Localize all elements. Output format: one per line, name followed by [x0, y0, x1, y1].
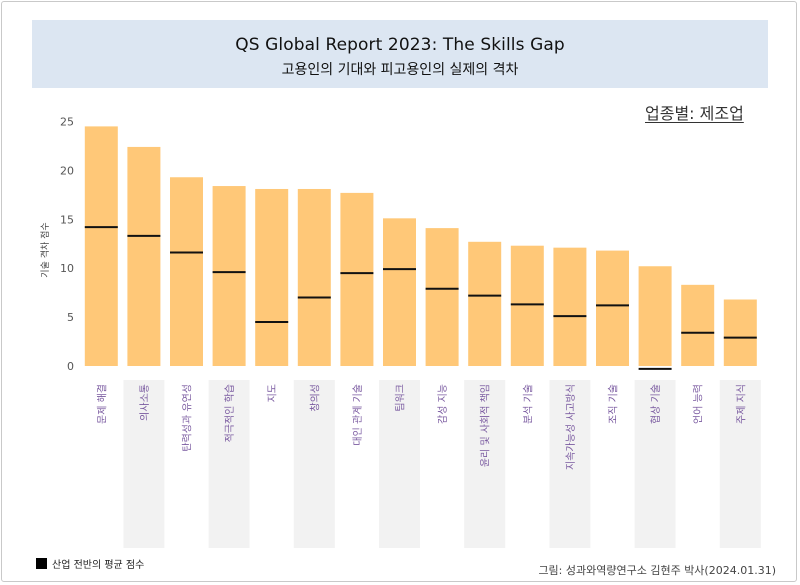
bar	[84, 126, 118, 366]
bar	[297, 188, 331, 366]
bar	[127, 146, 161, 366]
bar	[638, 266, 672, 366]
category-label: 적극적인 학습	[224, 384, 236, 442]
category-band	[634, 380, 676, 548]
bar	[681, 284, 715, 366]
y-tick-label: 10	[60, 262, 74, 275]
bar	[723, 299, 757, 366]
y-tick-label: 15	[60, 213, 74, 226]
category-label: 협상 기술	[649, 384, 662, 424]
y-tick-label: 0	[67, 360, 74, 373]
bar	[170, 177, 203, 366]
category-label: 지속가능성 사고방식	[565, 384, 577, 470]
chart-title: QS Global Report 2023: The Skills Gap	[235, 35, 565, 55]
category-label: 팀워크	[394, 384, 407, 412]
y-axis-label: 기술 격차 점수	[39, 222, 51, 277]
category-label: 윤리 및 사회적 책임	[479, 384, 492, 467]
legend-swatch	[36, 558, 47, 569]
category-band	[208, 380, 250, 548]
category-label: 창의성	[309, 384, 321, 412]
category-label: 주제 지식	[735, 384, 747, 424]
chart-subtitle: 고용인의 기대와 피고용인의 실제의 격차	[281, 62, 519, 78]
title-banner: QS Global Report 2023: The Skills Gap 고용…	[32, 20, 768, 88]
category-label: 탄력성과 유연성	[182, 384, 194, 452]
category-label: 의사소통	[139, 384, 151, 421]
y-tick-label: 25	[60, 116, 74, 129]
bar	[212, 186, 246, 366]
y-tick-label: 20	[60, 164, 74, 177]
category-label: 대인 관계 기술	[352, 384, 364, 446]
category-label: 언어 능력	[693, 384, 705, 424]
bar	[468, 241, 502, 366]
bar	[383, 218, 416, 366]
y-tick-label: 5	[67, 311, 74, 324]
category-band	[123, 380, 165, 548]
category-label: 문제 해결	[95, 384, 108, 424]
category-label: 감성 지능	[437, 384, 449, 424]
category-band	[464, 380, 506, 548]
bar	[255, 188, 289, 366]
bar	[596, 250, 629, 366]
legend: 산업 전반의 평균 점수	[36, 556, 144, 571]
category-label: 지도	[267, 384, 279, 402]
category-label: 조직 기술	[608, 384, 620, 424]
bar	[553, 247, 587, 366]
category-band	[719, 380, 761, 548]
category-band	[549, 380, 591, 548]
category-band	[379, 380, 420, 548]
legend-label: 산업 전반의 평균 점수	[52, 560, 145, 571]
bar	[425, 228, 459, 366]
industry-label: 업종별: 제조업	[645, 104, 744, 123]
category-band	[293, 380, 335, 548]
source-note: 그림: 성과와역량연구소 김현주 박사(2024.01.31)	[538, 564, 776, 577]
bar	[340, 192, 374, 366]
bar	[510, 245, 544, 366]
category-label: 분석 기술	[522, 384, 534, 424]
